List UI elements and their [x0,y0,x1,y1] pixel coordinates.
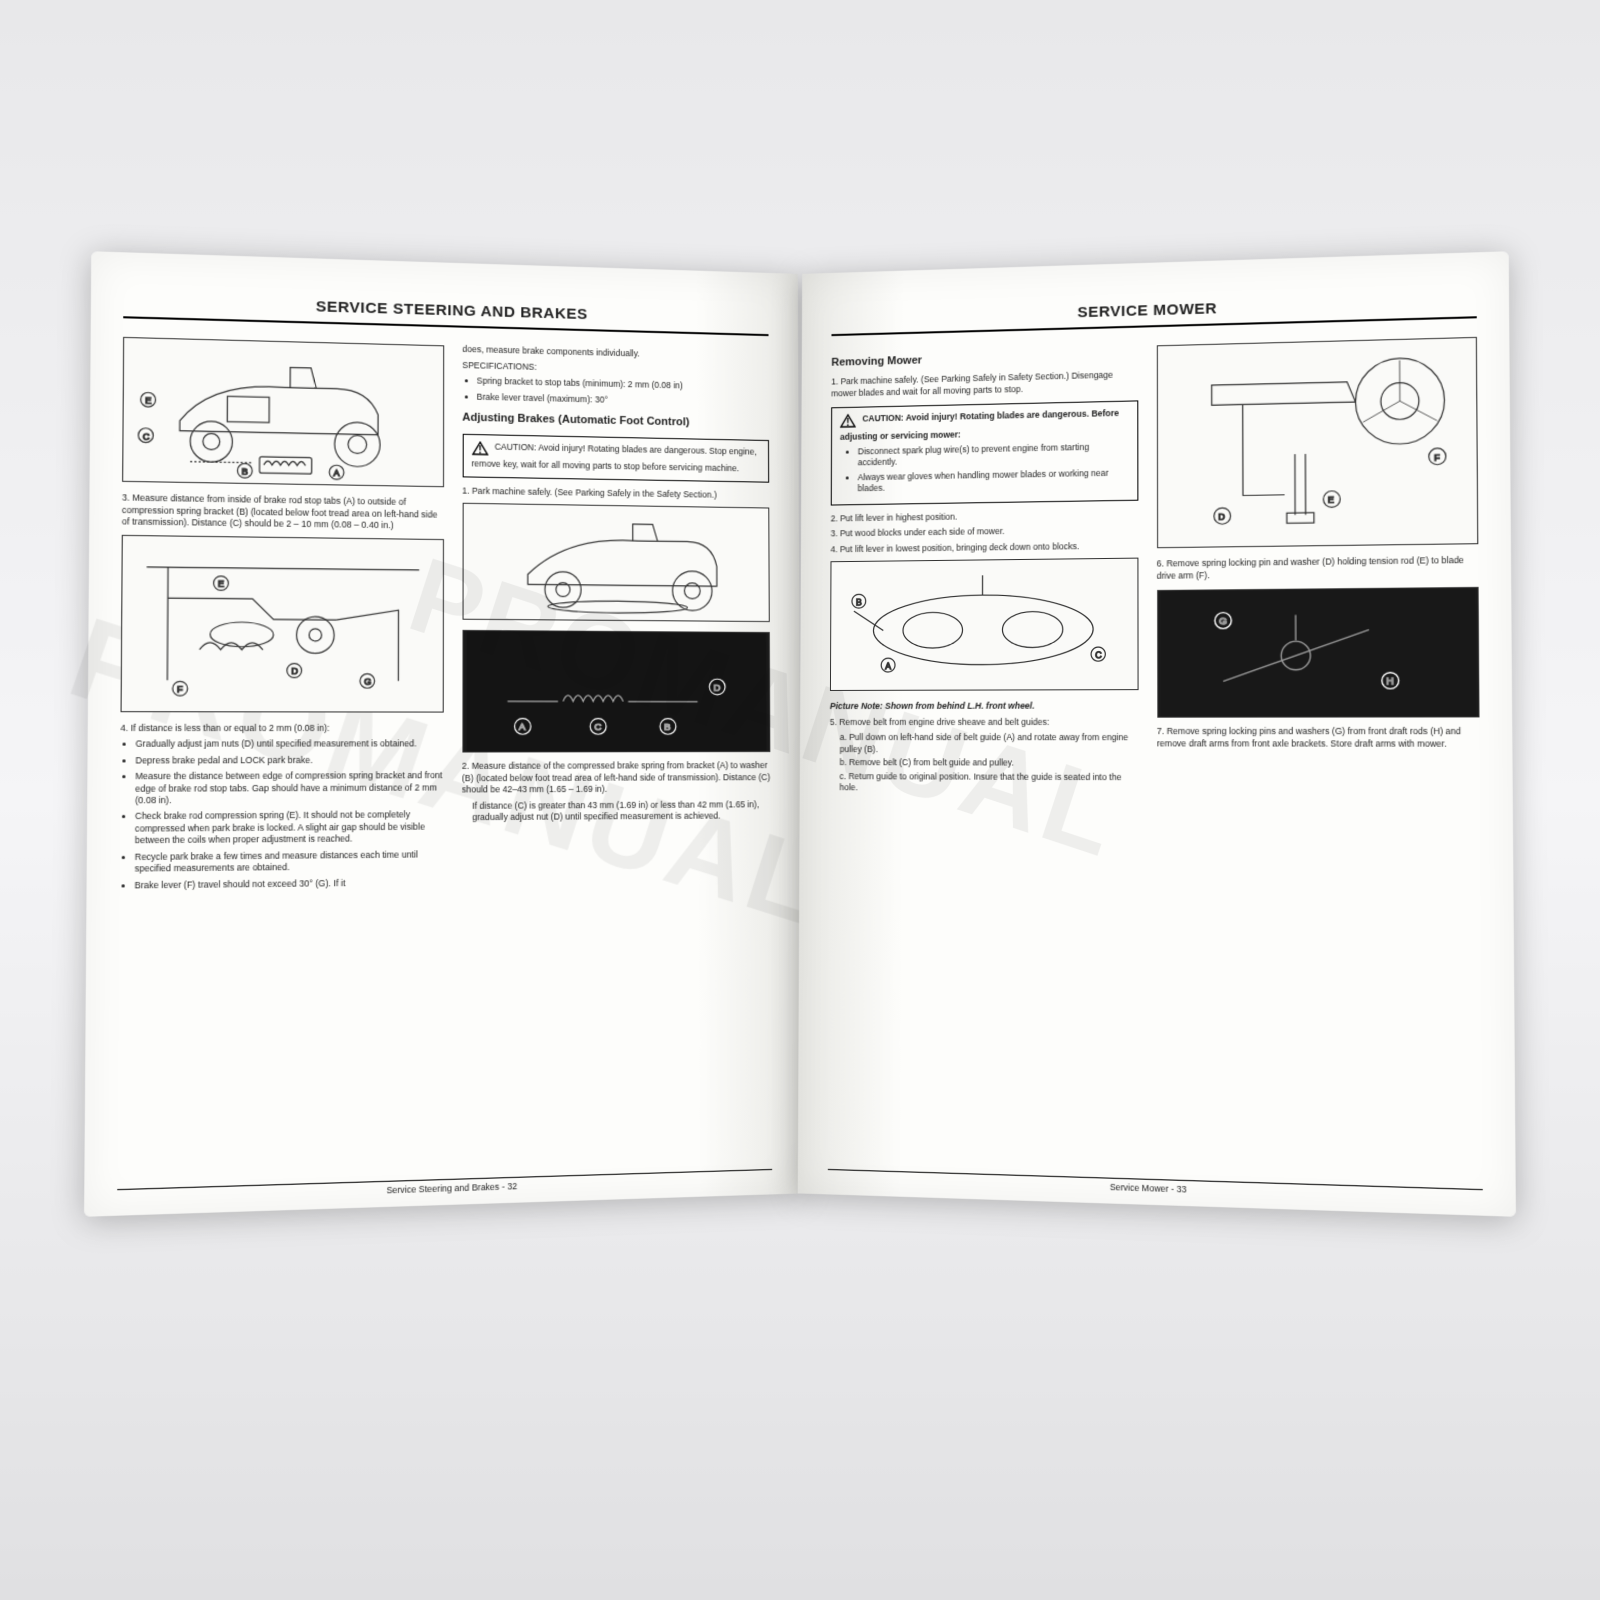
svg-text:B: B [242,467,248,477]
if-distance: If distance (C) is greater than 43 mm (1… [472,799,770,824]
bullet: Recycle park brake a few times and measu… [135,849,443,876]
figure-mower-deck: B A C [830,558,1138,691]
svg-text:E: E [1327,495,1333,505]
step-2: 2. Measure distance of the compressed br… [462,760,771,796]
svg-text:H: H [1386,677,1394,689]
left-footer: Service Steering and Brakes - 32 [117,1168,772,1205]
svg-text:C: C [1095,650,1102,660]
step-5b: b. Remove belt (C) from belt guide and p… [840,757,1139,769]
step-1: 1. Park machine safely. (See Parking Saf… [462,485,769,502]
svg-text:C: C [143,431,151,442]
right-footer: Service Mower - 33 [828,1168,1483,1205]
svg-text:F: F [177,684,184,694]
caution-box: ! CAUTION: Avoid injury! Rotating blades… [831,400,1138,505]
svg-text:D: D [291,666,298,676]
step-5a: a. Pull down on left-hand side of belt g… [840,732,1139,756]
r-step-4: 4. Put lift lever in lowest position, br… [831,540,1138,555]
step-4: 4. If distance is less than or equal to … [120,722,443,734]
warning-triangle-icon: ! [840,414,856,432]
subheading-adjusting-brakes: Adjusting Brakes (Automatic Foot Control… [462,411,769,432]
svg-text:A: A [885,661,891,671]
left-page: PROMANUAL SERVICE STEERING AND BRAKES [84,251,802,1217]
right-col-2: D E F 6. Remove spring locking pin and w… [1156,331,1482,1161]
sub-steps: a. Pull down on left-hand side of belt g… [839,732,1138,795]
svg-text:B: B [663,723,670,734]
svg-text:G: G [364,676,371,686]
step-3: 3. Measure distance from inside of brake… [122,492,444,532]
subheading-removing-mower: Removing Mower [831,348,1137,371]
bullet: Brake lever (F) travel should not exceed… [135,877,443,892]
left-col-2: does, measure brake components individua… [461,340,772,1151]
warning-triangle-icon: ! [471,441,487,459]
r-step-7: 7. Remove spring locking pins and washer… [1157,726,1480,750]
figure-tractor-side: E C A B [122,337,444,487]
svg-text:C: C [594,723,601,734]
r-step-5: 5. Remove belt from engine drive sheave … [830,716,1138,728]
right-page-title: SERVICE MOWER [831,291,1476,336]
caution-lead: CAUTION: Avoid injury! Rotating blades a… [840,408,1119,441]
open-manual-book: PROMANUAL SERVICE STEERING AND BRAKES [115,270,1485,1190]
svg-text:G: G [1218,617,1226,628]
svg-text:E: E [145,396,152,407]
photo-locking-pin: G H [1157,587,1480,718]
r-step-3: 3. Put wood blocks under each side of mo… [831,524,1138,540]
bullet: Measure the distance between edge of com… [135,770,443,807]
r-step-6: 6. Remove spring locking pin and washer … [1157,555,1479,582]
left-page-title: SERVICE STEERING AND BRAKES [123,291,768,336]
spec: Brake lever travel (maximum): 30° [477,391,769,409]
svg-text:D: D [713,683,720,694]
left-col-1: E C A B 3. Measure distance from inside … [117,331,443,1161]
right-col-1: Removing Mower 1. Park machine safely. (… [828,340,1139,1151]
figure-tractor-front [462,503,770,622]
svg-text:!: ! [846,418,849,428]
figure-brake-linkage: F G D E [121,534,444,712]
svg-text:E: E [218,579,225,589]
bullet: Depress brake pedal and LOCK park brake. [135,754,443,767]
svg-text:A: A [333,468,339,478]
picture-note: Picture Note: Shown from behind L.H. fro… [830,701,1138,713]
bullet: Gradually adjust jam nuts (D) until spec… [135,738,443,750]
svg-text:D: D [1218,512,1225,522]
step-5c: c. Return guide to original position. In… [839,771,1138,795]
caution-bullet: Always wear gloves when handling mower b… [858,467,1129,495]
r-step-1: 1. Park machine safely. (See Parking Saf… [831,369,1138,399]
photo-brake-spring: A C B D [462,630,770,753]
right-page: PROMANUAL SERVICE MOWER Removing Mower 1… [798,251,1516,1217]
svg-text:A: A [518,723,525,734]
svg-text:B: B [856,597,862,607]
bullet: Check brake rod compression spring (E). … [135,809,443,847]
r-step-2: 2. Put lift lever in highest position. [831,509,1138,525]
svg-text:F: F [1434,452,1441,463]
figure-front-axle: D E F [1156,337,1478,548]
svg-text:!: ! [478,445,481,455]
caution-bullet: Disconnect spark plug wire(s) to prevent… [858,441,1129,469]
caution-text: CAUTION: Avoid injury! Rotating blades a… [471,441,756,473]
caution-box: ! CAUTION: Avoid injury! Rotating blades… [462,434,769,483]
